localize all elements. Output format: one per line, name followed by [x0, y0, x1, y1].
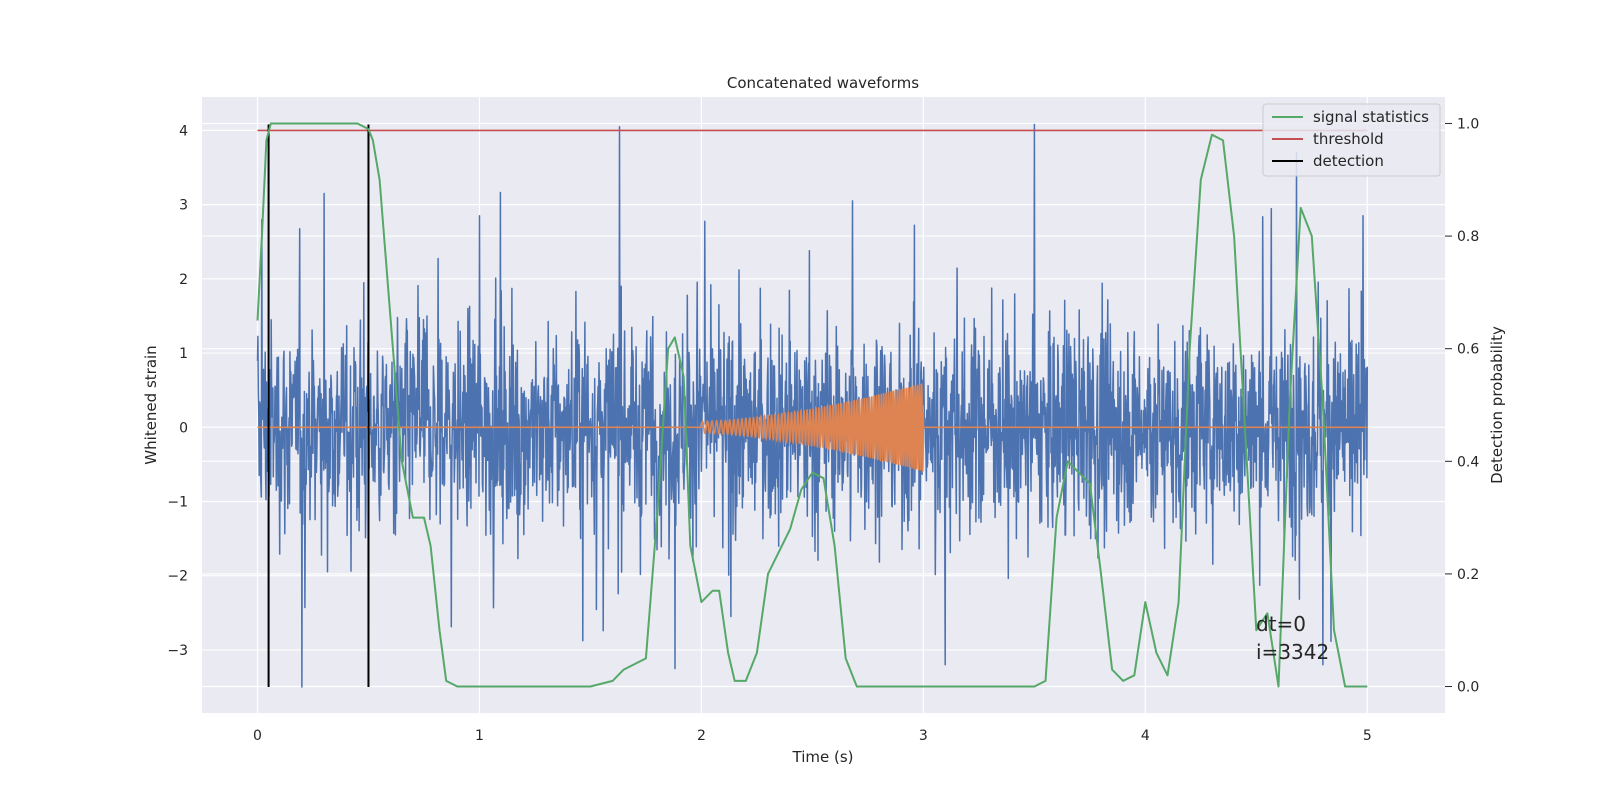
y-tick-label: 1: [179, 346, 188, 362]
y-tick-label: 2: [179, 272, 188, 288]
y-tick-label: −1: [167, 494, 188, 510]
signal-statistics-series: [256, 122, 1368, 688]
y-tick-label: 3: [179, 198, 188, 214]
legend-label-signal-statistics: signal statistics: [1313, 108, 1429, 126]
y-tick-label: −2: [167, 569, 188, 585]
y2-tick-label: 0.8: [1457, 229, 1479, 245]
y2-axis-label: Detection probability: [1488, 326, 1506, 484]
y-axis-ticks: −3 −2 −1 0 1 2 3 4: [167, 123, 188, 659]
injected-waveform-line: [257, 383, 1368, 472]
legend: signal statistics threshold detection: [1262, 103, 1441, 177]
y2-tick-label: 0.4: [1457, 454, 1479, 470]
detection-series: [267, 124, 370, 688]
strain-line: [256, 123, 1369, 688]
y-tick-label: 4: [179, 123, 188, 139]
strain-series: [256, 123, 1369, 688]
x-tick-label: 2: [697, 728, 706, 744]
chart-title: Concatenated waveforms: [727, 74, 919, 92]
x-tick-label: 1: [475, 728, 484, 744]
x-tick-label: 3: [919, 728, 928, 744]
annotation-index: i=3342: [1256, 640, 1329, 664]
injected-waveform-series: [257, 383, 1368, 472]
x-axis-ticks: 0 1 2 3 4 5: [253, 728, 1372, 744]
y-tick-label: −3: [167, 643, 188, 659]
annotation-dt: dt=0: [1256, 612, 1306, 636]
y-axis-label: Whitened strain: [142, 345, 160, 464]
legend-label-detection: detection: [1313, 152, 1384, 170]
y2-axis-ticks: 0.0 0.2 0.4 0.6 0.8 1.0: [1445, 116, 1479, 696]
y2-tick-label: 0.6: [1457, 342, 1479, 358]
x-tick-label: 5: [1363, 728, 1372, 744]
x-tick-label: 4: [1141, 728, 1150, 744]
y2-tick-label: 0.2: [1457, 567, 1479, 583]
x-axis-label: Time (s): [792, 748, 854, 766]
legend-label-threshold: threshold: [1313, 130, 1384, 148]
y2-tick-label: 0.0: [1457, 680, 1479, 696]
y-tick-label: 0: [179, 420, 188, 436]
signal-statistics-line: [256, 122, 1368, 688]
legend-box: [1262, 103, 1441, 177]
x-tick-label: 0: [253, 728, 262, 744]
y2-tick-label: 1.0: [1457, 116, 1479, 132]
